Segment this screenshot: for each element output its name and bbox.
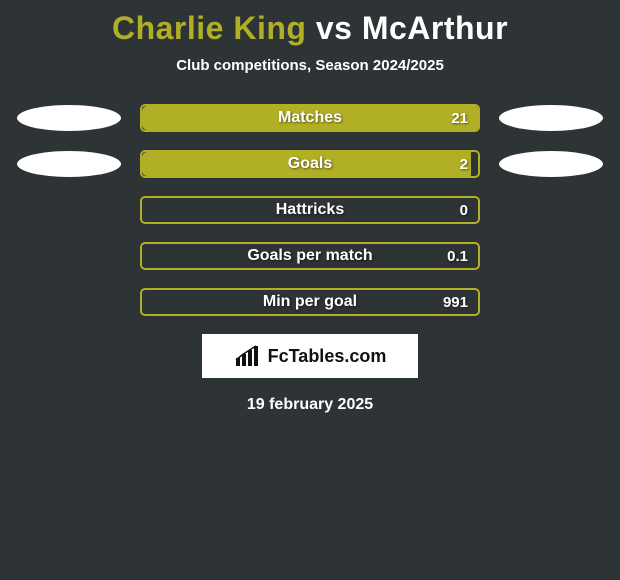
stat-value: 21	[451, 106, 468, 130]
stat-bar: Goals2	[140, 150, 480, 178]
stat-row: Matches21	[0, 104, 620, 132]
stat-value: 991	[443, 290, 468, 314]
right-side-slot	[496, 197, 606, 223]
ellipse-icon	[499, 105, 603, 131]
right-side-slot	[496, 105, 606, 131]
stat-label: Goals per match	[142, 244, 478, 268]
right-side-slot	[496, 289, 606, 315]
stat-value: 0.1	[447, 244, 468, 268]
ellipse-icon	[17, 105, 121, 131]
left-side-slot	[14, 243, 124, 269]
footer-logo: FcTables.com	[202, 334, 418, 378]
subtitle: Club competitions, Season 2024/2025	[0, 57, 620, 74]
stat-label: Hattricks	[142, 198, 478, 222]
title-player2: McArthur	[362, 10, 508, 46]
stat-bar-fill	[142, 152, 471, 176]
stat-bar: Min per goal991	[140, 288, 480, 316]
left-side-slot	[14, 105, 124, 131]
page-title: Charlie King vs McArthur	[0, 0, 620, 47]
stat-bar: Matches21	[140, 104, 480, 132]
stat-value: 0	[460, 198, 468, 222]
date-label: 19 february 2025	[0, 396, 620, 414]
stat-bar: Hattricks0	[140, 196, 480, 224]
ellipse-icon	[499, 151, 603, 177]
logo-text: FcTables.com	[268, 346, 387, 367]
title-vs: vs	[316, 10, 353, 46]
left-side-slot	[14, 151, 124, 177]
title-player1: Charlie King	[112, 10, 306, 46]
bar-chart-icon	[234, 344, 262, 368]
right-side-slot	[496, 151, 606, 177]
stat-row: Goals per match0.1	[0, 242, 620, 270]
stat-row: Hattricks0	[0, 196, 620, 224]
stat-row: Goals2	[0, 150, 620, 178]
left-side-slot	[14, 197, 124, 223]
right-side-slot	[496, 243, 606, 269]
ellipse-icon	[17, 151, 121, 177]
stat-label: Min per goal	[142, 290, 478, 314]
left-side-slot	[14, 289, 124, 315]
stat-row: Min per goal991	[0, 288, 620, 316]
stat-value: 2	[460, 152, 468, 176]
comparison-chart: Matches21 Goals2 Hattricks0 Goals per match…	[0, 104, 620, 316]
stat-bar: Goals per match0.1	[140, 242, 480, 270]
stat-bar-fill	[142, 106, 478, 130]
